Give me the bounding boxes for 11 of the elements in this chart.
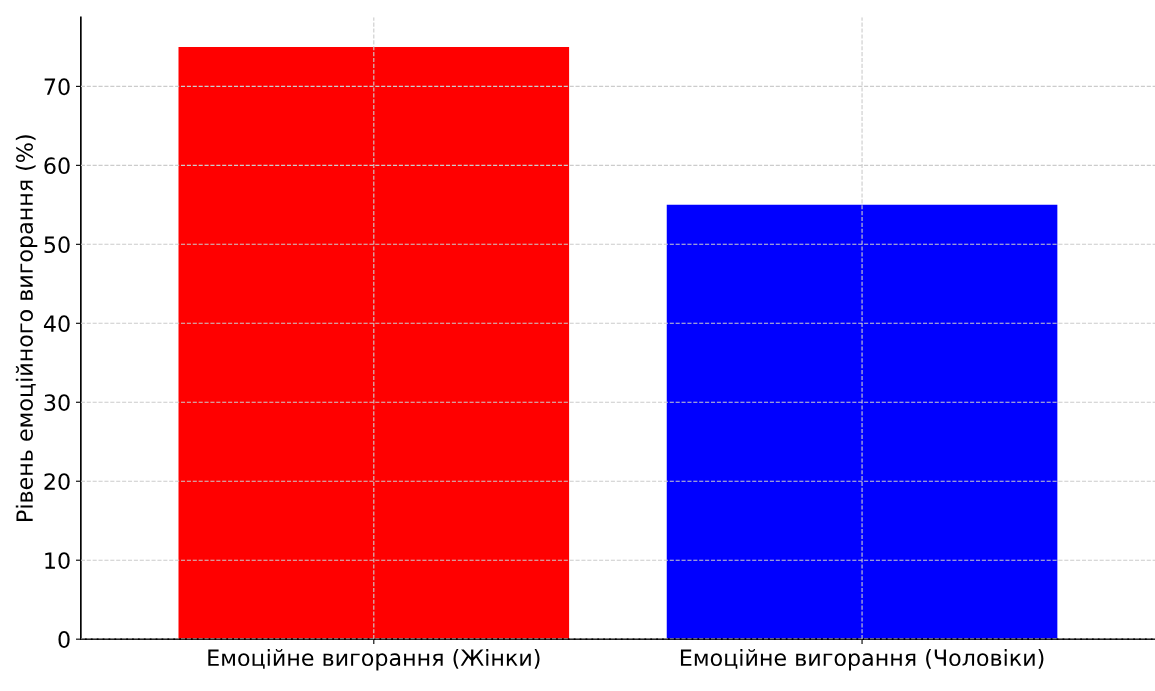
y-tick-label: 20	[44, 473, 70, 490]
y-tick-label: 10	[45, 552, 70, 569]
y-tick-label: 40	[43, 315, 70, 333]
y-tick-label: 0	[58, 631, 70, 648]
x-tick-label: Емоційне вигорання (Жінки)	[208, 648, 540, 671]
y-tick-label: 70	[44, 78, 70, 96]
y-tick-label: 60	[44, 157, 70, 175]
y-tick-label: 50	[44, 236, 70, 254]
y-axis-title: Рівень емоційного вигорання (%)	[15, 135, 38, 521]
x-tick-label: Емоційне вигорання (Чоловіки)	[680, 648, 1044, 671]
y-tick-label: 30	[44, 394, 70, 412]
